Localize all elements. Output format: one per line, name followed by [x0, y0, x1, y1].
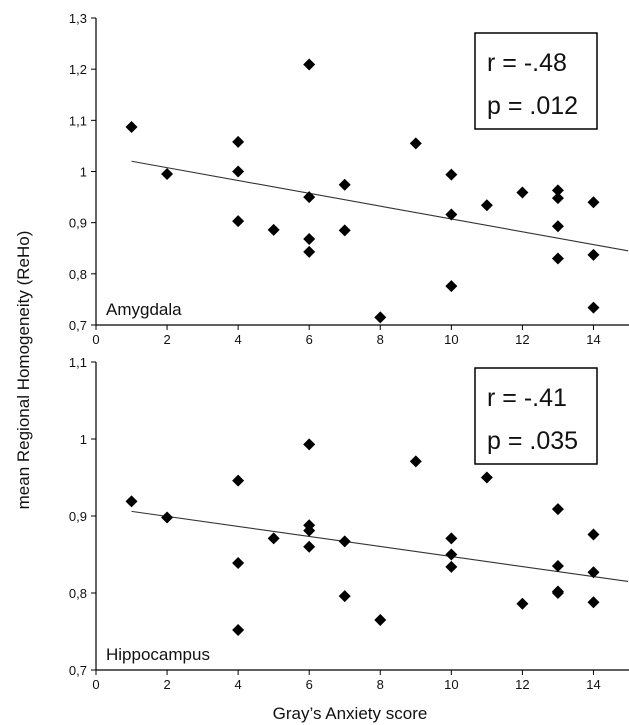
- hippocampus-data-point: [587, 528, 600, 541]
- hippocampus-y-tick-label: 0,7: [69, 663, 87, 678]
- hippocampus-data-point: [374, 613, 387, 626]
- hippocampus-data-point: [551, 560, 564, 573]
- amygdala-data-point: [551, 184, 564, 197]
- amygdala-panel: 0,7 0,8 0,9 1 1,1 1,2 1,3 0 2 4 6 8 10 12 14 Amygdala r …: [69, 11, 629, 347]
- hippocampus-x-tick-label: 2: [163, 677, 170, 692]
- amygdala-x-tick-label: 4: [235, 332, 242, 347]
- amygdala-x-tick-label: 12: [515, 332, 529, 347]
- hippocampus-panel: 0,7 0,8 0,9 1 1,1 0 2 4 6 8 10 12 14 Hippocampus r = -…: [69, 355, 629, 692]
- amygdala-y-tick-label: 1,1: [69, 113, 87, 128]
- amygdala-r-value: r = -.48: [487, 49, 567, 77]
- amygdala-x-tick-label: 10: [444, 332, 458, 347]
- amygdala-y-tick-label: 0,7: [69, 318, 87, 333]
- hippocampus-data-point: [303, 438, 316, 451]
- hippocampus-data-point: [587, 566, 600, 579]
- amygdala-y-tick-label: 0,8: [69, 267, 87, 282]
- amygdala-data-point: [303, 245, 316, 258]
- hippocampus-data-point: [161, 511, 174, 524]
- amygdala-data-point: [445, 208, 458, 221]
- amygdala-data-point: [445, 168, 458, 181]
- hippocampus-data-point: [232, 556, 245, 569]
- amygdala-data-point: [232, 165, 245, 178]
- hippocampus-r-value: r = -.41: [487, 384, 567, 412]
- hippocampus-data-point: [551, 503, 564, 516]
- amygdala-p-value: p = .012: [487, 92, 578, 120]
- hippocampus-regression-line: [131, 510, 629, 582]
- hippocampus-y-tick-label: 0,8: [69, 586, 87, 601]
- hippocampus-data-point: [303, 524, 316, 537]
- amygdala-data-point: [551, 192, 564, 205]
- hippocampus-data-point: [303, 540, 316, 553]
- amygdala-y-tick-label: 1: [80, 165, 87, 180]
- amygdala-data-point: [338, 224, 351, 237]
- amygdala-data-point: [445, 280, 458, 293]
- hippocampus-data-point: [445, 532, 458, 545]
- amygdala-data-point: [587, 248, 600, 261]
- amygdala-data-point: [551, 220, 564, 233]
- hippocampus-data-point: [445, 560, 458, 573]
- amygdala-x-tick-label: 6: [306, 332, 313, 347]
- amygdala-data-point: [551, 252, 564, 265]
- amygdala-data-point: [587, 196, 600, 209]
- hippocampus-data-point: [267, 532, 280, 545]
- amygdala-x-tick-label: 2: [163, 332, 170, 347]
- hippocampus-p-value: p = .035: [487, 427, 578, 455]
- hippocampus-x-tick-label: 10: [444, 677, 458, 692]
- hippocampus-x-tick-label: 12: [515, 677, 529, 692]
- amygdala-x-tick-label: 0: [92, 332, 99, 347]
- amygdala-regression-line: [131, 160, 629, 252]
- hippocampus-y-tick-label: 1: [80, 432, 87, 447]
- hippocampus-data-point: [338, 590, 351, 603]
- hippocampus-data-point: [232, 623, 245, 636]
- amygdala-data-point: [480, 199, 493, 212]
- amygdala-stats-box: [474, 32, 598, 130]
- amygdala-data-point: [232, 215, 245, 228]
- amygdala-data-point: [303, 58, 316, 71]
- hippocampus-data-point: [445, 548, 458, 561]
- amygdala-y-tick-label: 1,2: [69, 62, 87, 77]
- hippocampus-data-point: [409, 455, 422, 468]
- amygdala-x-tick-label: 8: [377, 332, 384, 347]
- hippocampus-x-tick-label: 6: [306, 677, 313, 692]
- hippocampus-x-tick-label: 14: [586, 677, 600, 692]
- amygdala-data-point: [232, 135, 245, 148]
- amygdala-panel-label: Amygdala: [106, 300, 182, 319]
- amygdala-data-point: [125, 120, 138, 133]
- hippocampus-y-tick-label: 0,9: [69, 509, 87, 524]
- amygdala-y-tick-label: 0,9: [69, 216, 87, 231]
- hippocampus-data-point: [516, 597, 529, 610]
- hippocampus-data-point: [125, 495, 138, 508]
- amygdala-data-point: [161, 168, 174, 181]
- amygdala-y-tick-label: 1,3: [69, 11, 87, 26]
- hippocampus-data-point: [587, 596, 600, 609]
- amygdala-data-point: [338, 178, 351, 191]
- amygdala-data-point: [303, 191, 316, 204]
- amygdala-data-point: [587, 301, 600, 314]
- hippocampus-data-point: [480, 471, 493, 484]
- hippocampus-panel-label: Hippocampus: [106, 645, 210, 664]
- amygdala-x-tick-label: 14: [586, 332, 600, 347]
- amygdala-data-point: [374, 311, 387, 324]
- y-axis-label: mean Regional Homogeneity (ReHo): [14, 231, 33, 510]
- amygdala-data-point: [303, 233, 316, 246]
- amygdala-data-point: [267, 223, 280, 236]
- hippocampus-x-tick-label: 4: [235, 677, 242, 692]
- hippocampus-y-tick-label: 1,1: [69, 355, 87, 370]
- amygdala-data-point: [409, 137, 422, 150]
- hippocampus-data-point: [551, 587, 564, 599]
- hippocampus-stats-box: [474, 367, 598, 465]
- hippocampus-x-tick-label: 0: [92, 677, 99, 692]
- x-axis-label: Gray’s Anxiety score: [273, 704, 428, 723]
- hippocampus-x-tick-label: 8: [377, 677, 384, 692]
- hippocampus-data-point: [232, 474, 245, 487]
- amygdala-data-point: [516, 186, 529, 199]
- hippocampus-data-point: [338, 535, 351, 548]
